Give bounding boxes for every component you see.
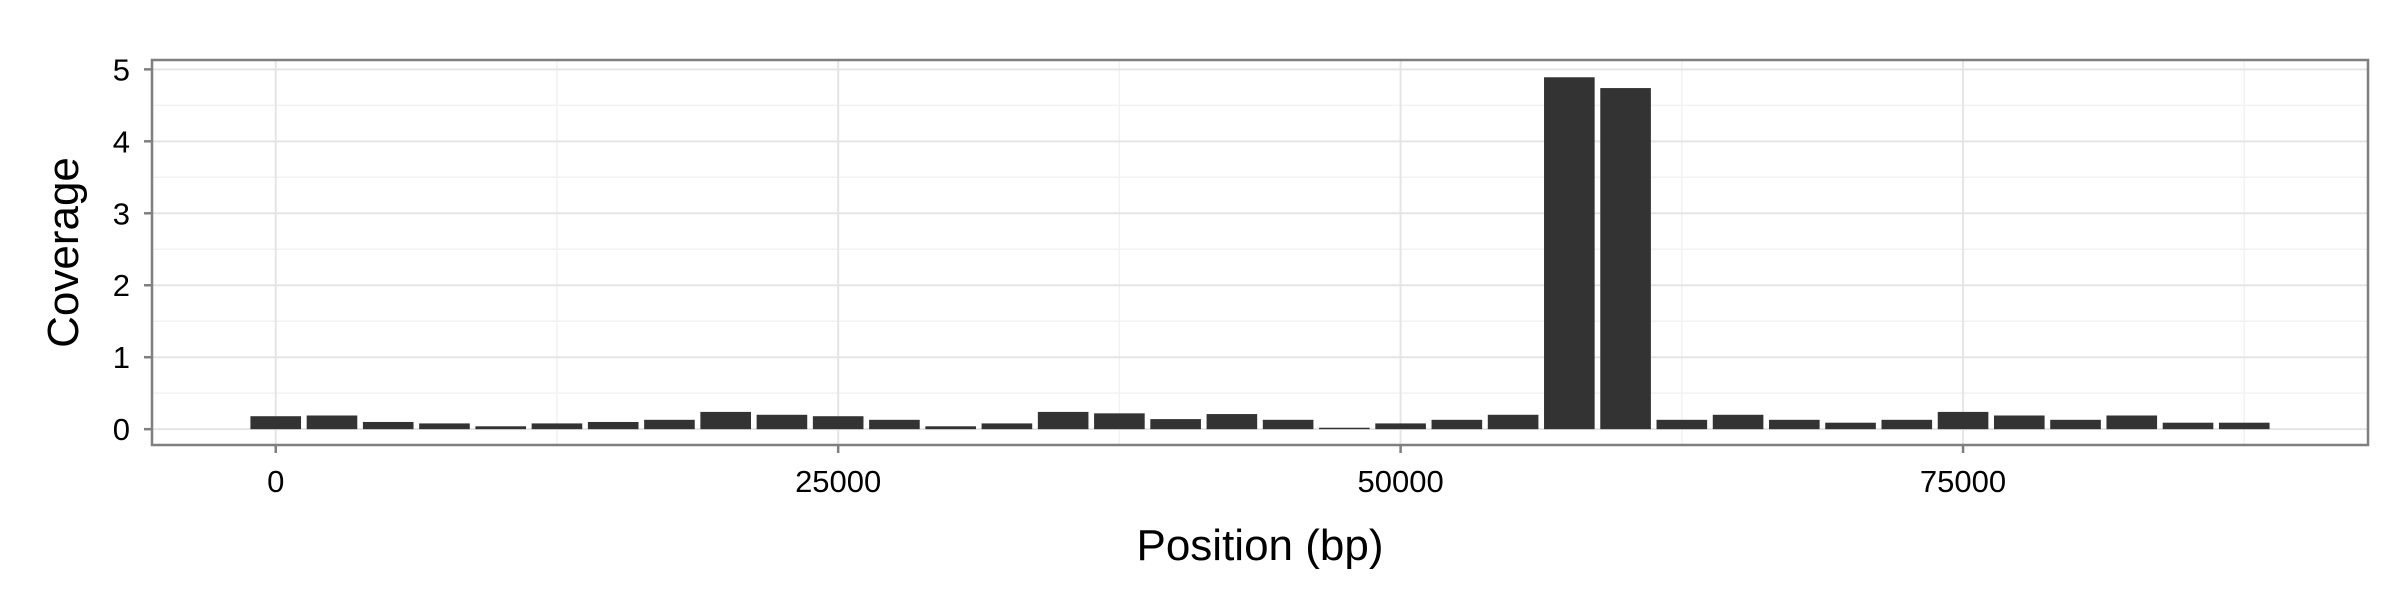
coverage-bar <box>2050 419 2101 430</box>
y-tick-label: 5 <box>113 52 130 87</box>
x-axis-title: Position (bp) <box>1136 521 1383 570</box>
coverage-bar <box>1825 422 1876 430</box>
panel-border <box>150 58 2370 447</box>
coverage-bar <box>1600 88 1651 430</box>
coverage-bar <box>1937 411 1989 430</box>
coverage-bar <box>2162 422 2214 430</box>
coverage-bar <box>700 411 751 430</box>
coverage-bar <box>1769 419 1820 430</box>
x-tick-label: 50000 <box>1357 464 1443 499</box>
coverage-bar <box>362 421 414 430</box>
coverage-bar <box>1881 419 1933 430</box>
x-tick-label: 25000 <box>795 464 881 499</box>
coverage-bar <box>1262 419 1314 430</box>
coverage-bar <box>925 426 976 430</box>
y-tick-label: 0 <box>113 412 130 447</box>
coverage-bar <box>306 415 358 430</box>
coverage-bar <box>1544 77 1595 430</box>
bar-layer <box>250 77 2270 430</box>
coverage-bar <box>1431 419 1483 430</box>
coverage-bar <box>756 414 808 430</box>
x-tick-label: 75000 <box>1920 464 2006 499</box>
y-tick-label: 2 <box>113 268 130 303</box>
coverage-bar <box>1993 415 2045 430</box>
coverage-bar <box>587 421 639 430</box>
coverage-bar <box>644 419 695 430</box>
coverage-bar <box>419 423 470 430</box>
coverage-bar <box>2106 415 2158 430</box>
axis-layer: 0 25000 50000 75000 0 1 2 3 4 5 <box>113 52 2006 499</box>
coverage-bar <box>981 423 1033 430</box>
coverage-bar <box>812 416 864 430</box>
y-tick-label: 3 <box>113 196 130 231</box>
coverage-bar <box>2218 422 2270 430</box>
coverage-bar <box>1487 414 1539 430</box>
coverage-bar <box>531 423 583 430</box>
coverage-bar <box>250 416 302 430</box>
coverage-bar <box>1656 419 1708 430</box>
y-tick-label: 4 <box>113 124 130 159</box>
y-axis-title: Coverage <box>39 157 88 348</box>
coverage-bar <box>475 426 527 430</box>
coverage-bar <box>869 419 920 430</box>
coverage-bar <box>1094 413 1145 430</box>
coverage-bar <box>1319 427 1370 430</box>
coverage-bar <box>1375 423 1426 430</box>
coverage-bar <box>1037 411 1089 430</box>
y-tick-label: 1 <box>113 340 130 375</box>
coverage-bar <box>1206 414 1258 430</box>
coverage-bar <box>1150 419 1201 430</box>
grid-layer <box>152 60 2368 445</box>
x-tick-label: 0 <box>267 464 284 499</box>
coverage-bar <box>1712 414 1764 430</box>
